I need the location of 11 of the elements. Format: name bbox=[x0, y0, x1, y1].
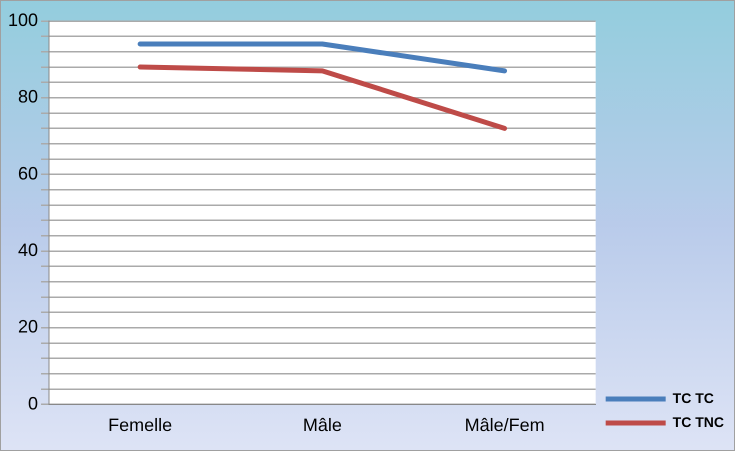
y-tick-label: 0 bbox=[28, 393, 38, 414]
y-tick-label: 40 bbox=[18, 240, 38, 260]
x-tick-label: Femelle bbox=[108, 415, 172, 436]
y-tick-label: 20 bbox=[18, 316, 38, 337]
y-tick-label: 100 bbox=[8, 10, 38, 30]
legend-label: TC TC bbox=[672, 390, 714, 406]
x-tick-label: Mâle/Fem bbox=[464, 415, 545, 436]
legend-label: TC TNC bbox=[672, 414, 724, 430]
y-tick-label: 80 bbox=[18, 86, 38, 107]
y-tick-label: 60 bbox=[18, 163, 38, 184]
x-tick-label: Mâle bbox=[302, 415, 342, 436]
